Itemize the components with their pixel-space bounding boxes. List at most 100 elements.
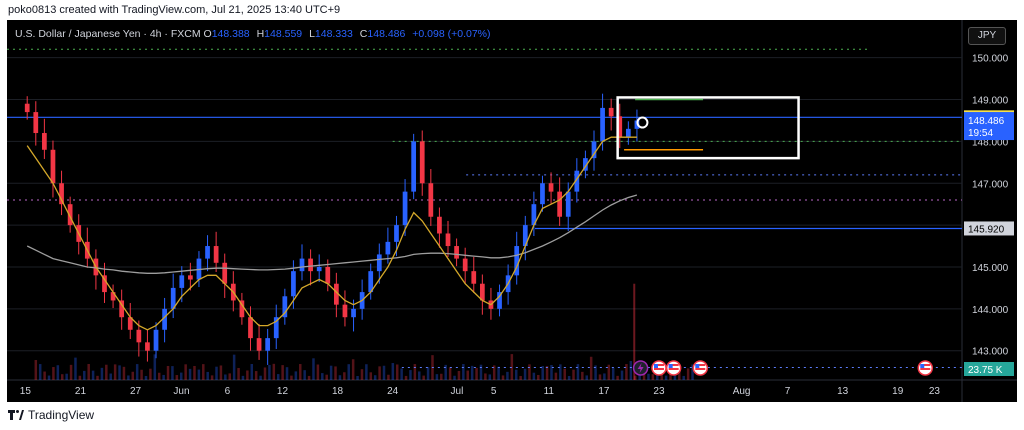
- candle-body: [402, 191, 408, 226]
- volume-bar: [453, 375, 456, 380]
- candle-body: [445, 233, 451, 247]
- candle-body: [33, 112, 39, 134]
- volume-bar: [268, 364, 271, 380]
- candle-body: [110, 292, 116, 301]
- flag-canton-icon: [920, 364, 925, 368]
- volume-bar: [303, 370, 306, 380]
- flag-stripe-icon: [695, 368, 706, 370]
- x-tick-label: 17: [598, 386, 610, 397]
- volume-bar: [678, 370, 681, 380]
- x-tick-label: 11: [544, 386, 555, 397]
- volume-bar: [492, 365, 496, 380]
- x-tick-label: 19: [892, 386, 904, 397]
- volume-bar: [537, 374, 540, 380]
- candle-body: [119, 300, 125, 318]
- volume-bar: [232, 354, 236, 380]
- volume-bar: [532, 372, 536, 380]
- volume-bar: [501, 375, 505, 380]
- volume-bar: [224, 374, 227, 380]
- volume-bar: [545, 366, 549, 380]
- volume-bar: [74, 357, 77, 380]
- volume-bar: [470, 365, 474, 380]
- x-tick-label: Jun: [173, 386, 189, 397]
- volume-bar: [581, 371, 584, 380]
- candle-body: [248, 317, 253, 339]
- volume-bar: [541, 366, 544, 380]
- x-tick-label: Aug: [733, 386, 751, 397]
- volume-bar: [259, 375, 262, 380]
- volume-bar: [488, 374, 492, 380]
- volume-bar: [34, 360, 38, 380]
- volume-bar: [197, 369, 201, 380]
- flag-canton-icon: [695, 364, 700, 368]
- volume-bar: [400, 368, 403, 380]
- candle-body: [325, 266, 331, 284]
- volume-bar: [272, 363, 276, 380]
- close-value: 148.486: [367, 28, 406, 40]
- volume-bar: [550, 364, 553, 380]
- volume-tag-text: 23.75 K: [968, 365, 1003, 376]
- candle-body: [136, 329, 142, 343]
- volume-spike: [633, 283, 636, 380]
- current-price-marker: [636, 116, 649, 129]
- candle-body: [437, 216, 442, 234]
- volume-bar: [144, 375, 148, 380]
- volume-bar: [131, 371, 135, 380]
- volume-bar: [162, 374, 165, 380]
- volume-bar: [290, 375, 293, 380]
- volume-bar: [87, 364, 90, 380]
- candle-body: [127, 317, 133, 330]
- candle-body: [67, 204, 73, 226]
- candle-body: [411, 141, 417, 192]
- volume-bar: [426, 367, 430, 380]
- volume-bar: [506, 371, 509, 380]
- volume-bar: [409, 370, 412, 380]
- candle-body: [162, 308, 167, 330]
- volume-bar: [166, 365, 170, 380]
- volume-bar: [466, 370, 470, 380]
- volume-bar: [83, 370, 86, 380]
- volume-bar: [338, 375, 342, 380]
- volume-bar: [113, 364, 117, 380]
- volume-bar: [246, 370, 249, 380]
- candle-body: [479, 283, 485, 301]
- volume-bar: [122, 366, 126, 380]
- volume-bar: [356, 375, 359, 380]
- candle-body: [617, 116, 623, 138]
- candle-body: [591, 141, 597, 159]
- volume-bar: [479, 364, 483, 380]
- volume-bar: [594, 365, 597, 380]
- y-tick-label: 150.000: [972, 54, 1009, 65]
- flag-stripe-icon: [695, 364, 706, 366]
- volume-bar: [519, 375, 522, 380]
- volume-bar: [589, 356, 593, 380]
- price-chart[interactable]: 150.000149.000148.000147.000146.000145.0…: [7, 20, 1017, 402]
- volume-bar: [78, 375, 82, 380]
- volume-bar: [52, 367, 55, 380]
- volume-bar: [237, 368, 240, 380]
- x-tick-label: Jul: [451, 386, 464, 397]
- x-tick-label: 15: [20, 386, 32, 397]
- volume-bar: [484, 373, 487, 380]
- candle-body: [376, 254, 382, 272]
- last-price-text: 148.486: [968, 116, 1005, 127]
- candle-body: [565, 191, 571, 217]
- volume-bar: [567, 375, 571, 380]
- currency-button[interactable]: JPY: [968, 27, 1006, 45]
- low-value: 148.333: [314, 28, 353, 40]
- volume-bar: [118, 365, 121, 380]
- volume-bar: [325, 374, 328, 380]
- candle-body: [308, 258, 313, 272]
- volume-bar: [193, 365, 196, 380]
- volume-bar: [184, 364, 187, 380]
- volume-bar: [664, 375, 668, 380]
- chart-area[interactable]: 150.000149.000148.000147.000146.000145.0…: [7, 20, 1017, 402]
- volume-bar: [572, 369, 575, 380]
- x-tick-label: 27: [130, 386, 142, 397]
- flag-stripe-icon: [668, 368, 679, 370]
- zone-box: [616, 96, 800, 160]
- y-tick-label: 149.000: [972, 96, 1009, 107]
- volume-bar: [281, 365, 284, 380]
- volume-tag: 23.75 K: [964, 362, 1014, 376]
- high-label: H: [256, 28, 265, 40]
